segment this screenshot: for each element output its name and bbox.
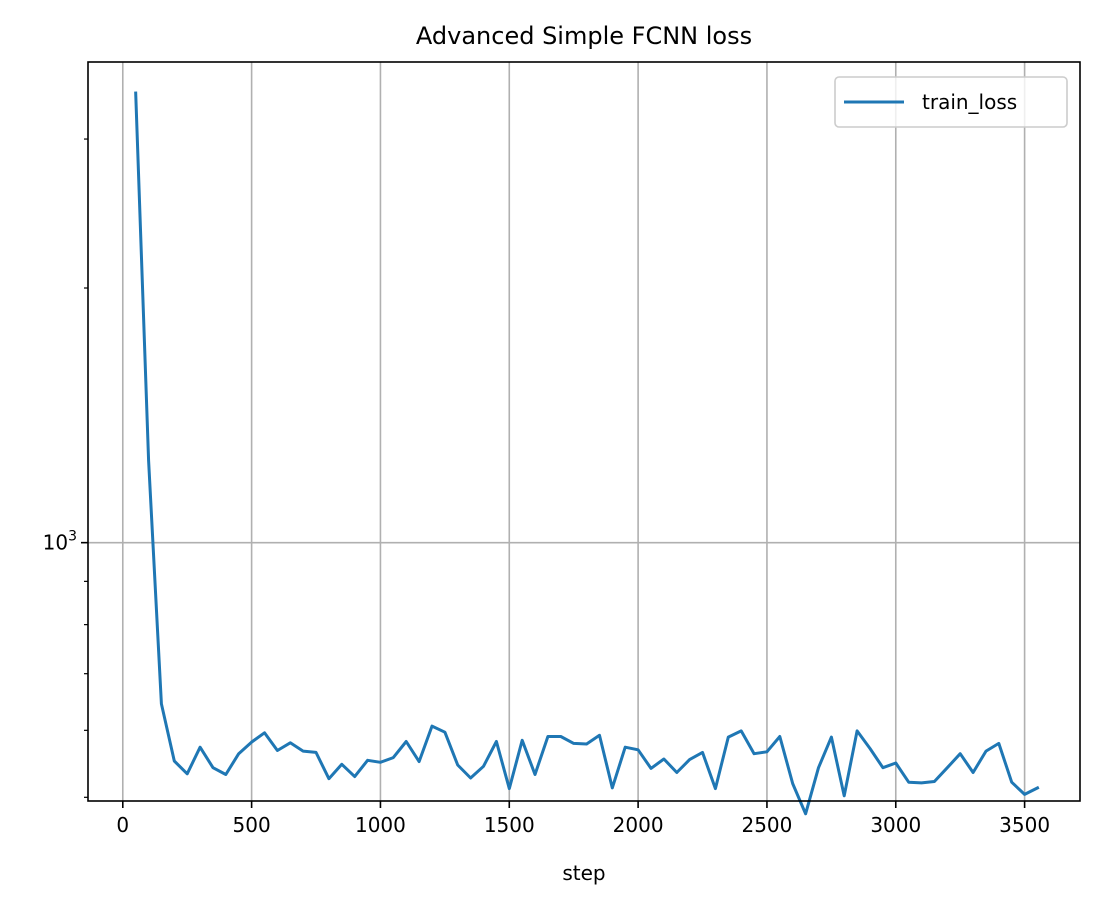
axis-ticks: 0 500 1000 1500 2000 2500 3000 3500 103	[43, 138, 1050, 837]
legend-label: train_loss	[922, 90, 1017, 114]
x-tick-label: 3500	[999, 813, 1050, 837]
plot-frame	[87, 61, 1081, 802]
x-tick-label: 1000	[355, 813, 406, 837]
x-axis-label: step	[562, 861, 605, 885]
x-tick-label: 3000	[870, 813, 921, 837]
legend: train_loss	[834, 76, 1068, 128]
legend-box	[834, 76, 1068, 128]
x-tick-label: 0	[116, 813, 129, 837]
series-line-train-loss	[134, 91, 1040, 816]
grid	[88, 62, 1080, 801]
chart-title: Advanced Simple FCNN loss	[416, 22, 752, 50]
x-tick-label: 1500	[484, 813, 535, 837]
x-tick-label: 500	[233, 813, 271, 837]
x-tick-label: 2000	[613, 813, 664, 837]
series-layer	[134, 91, 1040, 816]
y-tick-label: 103	[43, 529, 77, 555]
x-tick-label: 2500	[741, 813, 792, 837]
